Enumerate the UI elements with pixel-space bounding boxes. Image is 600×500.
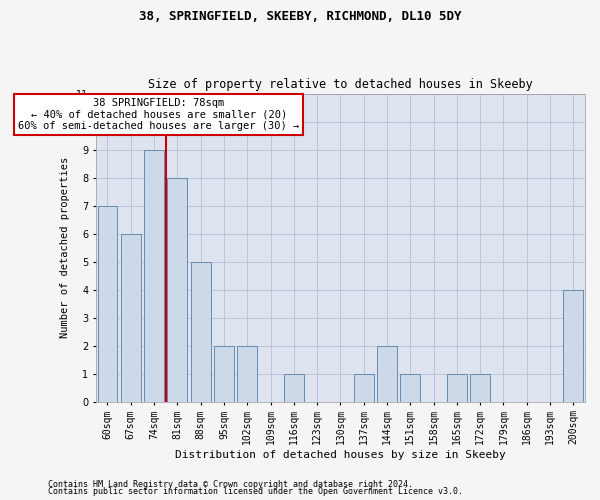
Text: 38, SPRINGFIELD, SKEEBY, RICHMOND, DL10 5DY: 38, SPRINGFIELD, SKEEBY, RICHMOND, DL10 … bbox=[139, 10, 461, 23]
Y-axis label: Number of detached properties: Number of detached properties bbox=[61, 157, 70, 338]
Bar bbox=[354, 374, 374, 402]
Text: 38 SPRINGFIELD: 78sqm
← 40% of detached houses are smaller (20)
60% of semi-deta: 38 SPRINGFIELD: 78sqm ← 40% of detached … bbox=[18, 98, 299, 131]
Bar bbox=[144, 150, 164, 402]
X-axis label: Distribution of detached houses by size in Skeeby: Distribution of detached houses by size … bbox=[175, 450, 506, 460]
Text: Contains public sector information licensed under the Open Government Licence v3: Contains public sector information licen… bbox=[48, 487, 463, 496]
Bar bbox=[400, 374, 420, 402]
Text: Contains HM Land Registry data © Crown copyright and database right 2024.: Contains HM Land Registry data © Crown c… bbox=[48, 480, 413, 489]
Bar bbox=[377, 346, 397, 402]
Bar bbox=[284, 374, 304, 402]
Bar bbox=[167, 178, 187, 402]
Bar bbox=[238, 346, 257, 402]
Bar bbox=[470, 374, 490, 402]
Title: Size of property relative to detached houses in Skeeby: Size of property relative to detached ho… bbox=[148, 78, 533, 91]
Bar bbox=[447, 374, 467, 402]
Bar bbox=[191, 262, 211, 402]
Bar bbox=[214, 346, 234, 402]
Bar bbox=[98, 206, 118, 402]
Bar bbox=[121, 234, 140, 402]
Bar bbox=[563, 290, 583, 402]
